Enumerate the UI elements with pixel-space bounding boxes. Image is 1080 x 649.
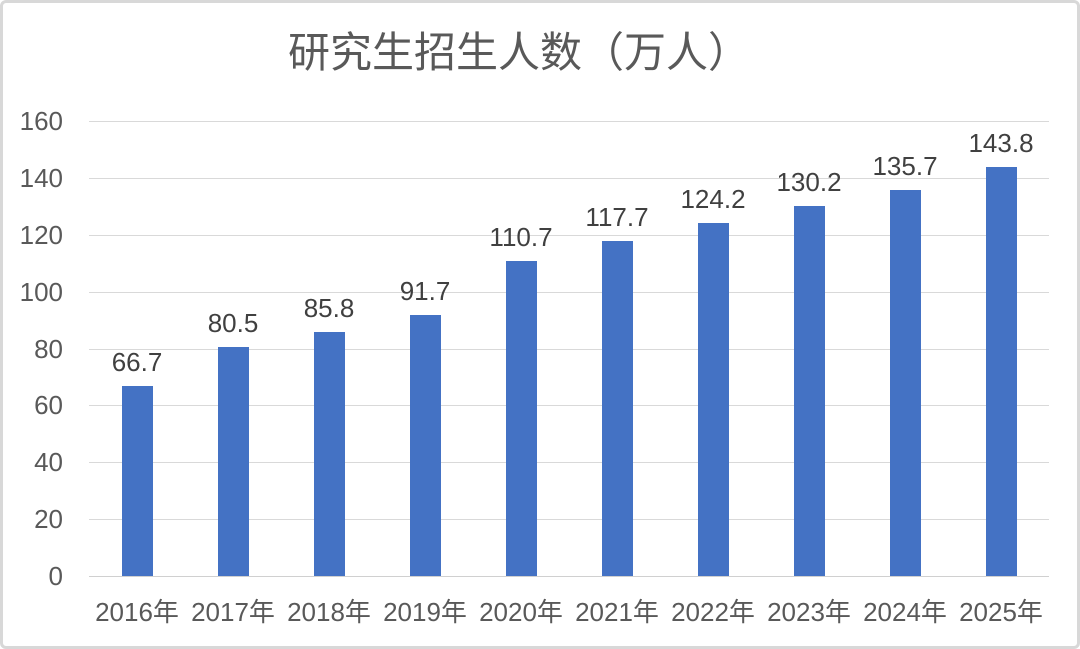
bar-2025年 [985, 167, 1017, 576]
y-axis-tick-label: 80 [34, 333, 63, 364]
data-label: 85.8 [303, 293, 355, 324]
bar-2023年 [793, 205, 825, 576]
x-axis-tick-label: 2023年 [767, 597, 851, 627]
x-axis-tick-label: 2024年 [863, 597, 947, 627]
y-axis-tick-label: 120 [19, 219, 63, 250]
gridline [89, 177, 1049, 179]
data-label: 124.2 [680, 183, 746, 214]
x-axis-tick-label: 2021年 [575, 597, 659, 627]
x-axis-tick-label: 2025年 [959, 597, 1043, 627]
x-axis-tick-label: 2019年 [383, 597, 467, 627]
bar-2020年 [505, 261, 537, 576]
data-label: 91.7 [399, 276, 451, 307]
data-label: 117.7 [585, 202, 649, 233]
data-label: 135.7 [872, 151, 938, 182]
x-axis-tick-label: 2017年 [191, 597, 275, 627]
y-axis-tick-label: 0 [48, 561, 63, 591]
bar-2021年 [601, 241, 633, 576]
bar-2018年 [313, 332, 345, 576]
bar-2024年 [889, 190, 921, 576]
bar-2017年 [217, 347, 249, 576]
y-axis-tick-label: 140 [19, 162, 63, 193]
y-axis-tick-label: 20 [34, 504, 63, 535]
data-label: 143.8 [968, 128, 1034, 159]
x-axis-tick-label: 2020年 [479, 597, 563, 627]
data-label: 130.2 [776, 166, 842, 197]
data-label: 110.7 [489, 222, 553, 253]
x-axis-tick-label: 2022年 [671, 597, 755, 627]
y-axis-tick-label: 100 [19, 276, 63, 307]
data-label: 66.7 [111, 347, 163, 378]
y-axis-tick-label: 60 [34, 390, 63, 421]
gridline [89, 234, 1049, 236]
y-axis-tick-label: 160 [19, 106, 63, 136]
x-axis-tick-label: 2018年 [287, 597, 371, 627]
bar-2019年 [409, 315, 441, 576]
gridline [89, 121, 1049, 122]
gridline [89, 519, 1049, 521]
x-axis-line [89, 576, 1049, 577]
gridline [89, 462, 1049, 464]
gridline [89, 348, 1049, 350]
gridline [89, 405, 1049, 407]
bar-2022年 [697, 222, 729, 576]
chart-title: 研究生招生人数（万人） [287, 29, 751, 76]
y-axis-tick-label: 40 [34, 447, 63, 478]
bar-2016年 [121, 386, 153, 576]
gridline [89, 291, 1049, 293]
data-label: 80.5 [207, 308, 259, 339]
x-axis-tick-label: 2016年 [95, 597, 179, 627]
plot-area: 66.7 80.5 85.8 91.7 110.7 117.7 124.2 130.2 135.… [89, 121, 1049, 577]
